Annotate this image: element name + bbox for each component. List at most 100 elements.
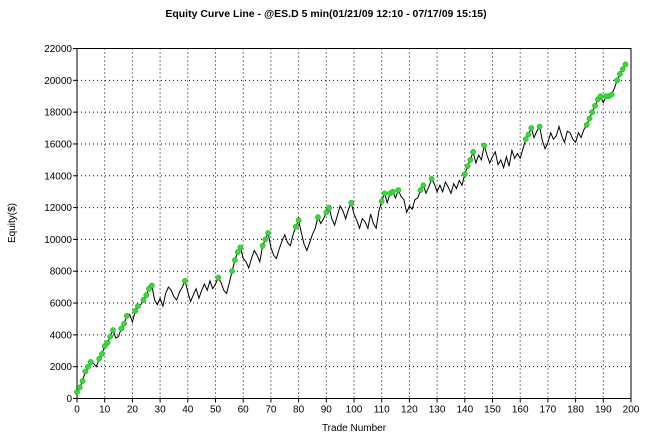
x-tick-label: 190: [595, 405, 612, 416]
x-tick-label: 200: [623, 405, 640, 416]
equity-high-marker: [583, 122, 590, 128]
equity-high-marker: [461, 171, 468, 178]
y-axis: 0 2000 4000 6000 8000 10000 12000 14000 16000 180…: [44, 44, 77, 405]
equity-high-marker: [417, 187, 424, 193]
equity-high-marker: [586, 115, 593, 122]
equity-high-marker: [229, 268, 235, 275]
equity-high-marker: [87, 359, 94, 365]
x-tick-label: 120: [401, 405, 418, 416]
equity-high-marker: [323, 209, 330, 216]
grid-lines: [77, 48, 631, 399]
equity-high-marker: [79, 378, 86, 384]
equity-high-marker: [143, 292, 150, 298]
equity-high-marker: [608, 91, 615, 98]
equity-high-marker: [378, 198, 385, 205]
y-tick-label: 0: [66, 394, 72, 405]
equity-high-marker: [292, 223, 299, 230]
new-high-markers: [74, 61, 629, 395]
x-tick-label: 50: [210, 405, 222, 416]
x-tick-label: 10: [99, 405, 111, 416]
x-tick-label: 30: [155, 405, 167, 416]
equity-high-marker: [614, 77, 620, 84]
y-tick-label: 8000: [50, 267, 73, 278]
equity-high-marker: [182, 277, 188, 284]
equity-high-marker: [525, 131, 532, 138]
equity-high-marker: [118, 325, 125, 332]
x-tick-label: 40: [182, 405, 194, 416]
equity-high-marker: [592, 102, 598, 109]
y-axis-label: Equity($): [7, 203, 18, 243]
y-tick-label: 6000: [50, 299, 73, 310]
y-tick-label: 12000: [44, 203, 72, 214]
y-tick-label: 18000: [44, 108, 72, 119]
equity-high-marker: [99, 351, 105, 357]
x-axis-label: Trade Number: [322, 423, 387, 434]
x-tick-label: 90: [321, 405, 333, 416]
y-tick-label: 22000: [44, 44, 72, 55]
x-tick-label: 130: [429, 405, 446, 416]
equity-high-marker: [381, 190, 388, 197]
equity-high-marker: [135, 303, 141, 310]
equity-high-marker: [464, 163, 471, 170]
equity-high-marker: [148, 282, 155, 289]
y-tick-label: 4000: [50, 330, 73, 341]
equity-high-marker: [395, 187, 402, 193]
equity-high-marker: [232, 257, 238, 263]
x-axis: 0 10 20 30 40 50 60 70 80 90 100 110 120 130 140 150 160…: [74, 398, 640, 416]
chart-title: Equity Curve Line - @ES.D 5 min(01/21/09…: [165, 8, 486, 20]
equity-high-marker: [348, 199, 355, 206]
equity-high-marker: [420, 182, 427, 189]
equity-high-marker: [295, 217, 302, 224]
equity-high-marker: [536, 123, 543, 130]
equity-high-marker: [132, 308, 139, 314]
y-tick-label: 10000: [44, 235, 72, 246]
equity-high-marker: [326, 204, 332, 211]
x-tick-label: 100: [346, 405, 363, 416]
x-tick-label: 160: [512, 405, 529, 416]
equity-high-marker: [110, 327, 116, 333]
equity-high-marker: [522, 136, 529, 143]
equity-high-marker: [85, 363, 91, 370]
equity-high-marker: [259, 242, 266, 249]
equity-line: [76, 64, 626, 393]
equity-high-marker: [265, 230, 271, 236]
x-tick-label: 70: [265, 405, 277, 416]
equity-high-marker: [82, 368, 89, 375]
x-tick-label: 180: [567, 405, 584, 416]
x-tick-label: 0: [74, 405, 80, 416]
equity-high-marker: [76, 384, 83, 391]
x-tick-label: 20: [127, 405, 139, 416]
equity-high-marker: [528, 125, 535, 131]
equity-high-marker: [237, 244, 244, 251]
equity-high-marker: [470, 149, 476, 155]
equity-high-marker: [467, 157, 474, 163]
y-tick-label: 14000: [44, 171, 72, 182]
equity-high-marker: [597, 93, 604, 100]
x-tick-label: 80: [293, 405, 305, 416]
equity-high-marker: [104, 339, 111, 346]
y-tick-label: 2000: [50, 362, 73, 373]
equity-high-marker: [107, 333, 114, 340]
y-tick-label: 20000: [44, 76, 72, 87]
equity-high-marker: [74, 389, 80, 395]
equity-high-marker: [96, 355, 103, 362]
equity-high-marker: [234, 249, 241, 255]
equity-high-marker: [619, 66, 626, 73]
equity-high-marker: [481, 142, 488, 149]
equity-high-marker: [617, 71, 623, 77]
y-tick-label: 16000: [44, 139, 72, 150]
equity-high-marker: [140, 297, 147, 303]
x-tick-label: 140: [456, 405, 473, 416]
x-tick-label: 170: [540, 405, 557, 416]
equity-high-marker: [389, 188, 396, 195]
x-tick-label: 60: [238, 405, 250, 416]
equity-high-marker: [622, 61, 629, 68]
equity-high-marker: [215, 274, 222, 281]
equity-high-marker: [589, 109, 596, 115]
x-tick-label: 150: [484, 405, 501, 416]
equity-high-marker: [262, 236, 269, 243]
equity-high-marker: [124, 312, 130, 319]
equity-high-marker: [428, 176, 435, 182]
x-tick-label: 110: [374, 405, 390, 416]
